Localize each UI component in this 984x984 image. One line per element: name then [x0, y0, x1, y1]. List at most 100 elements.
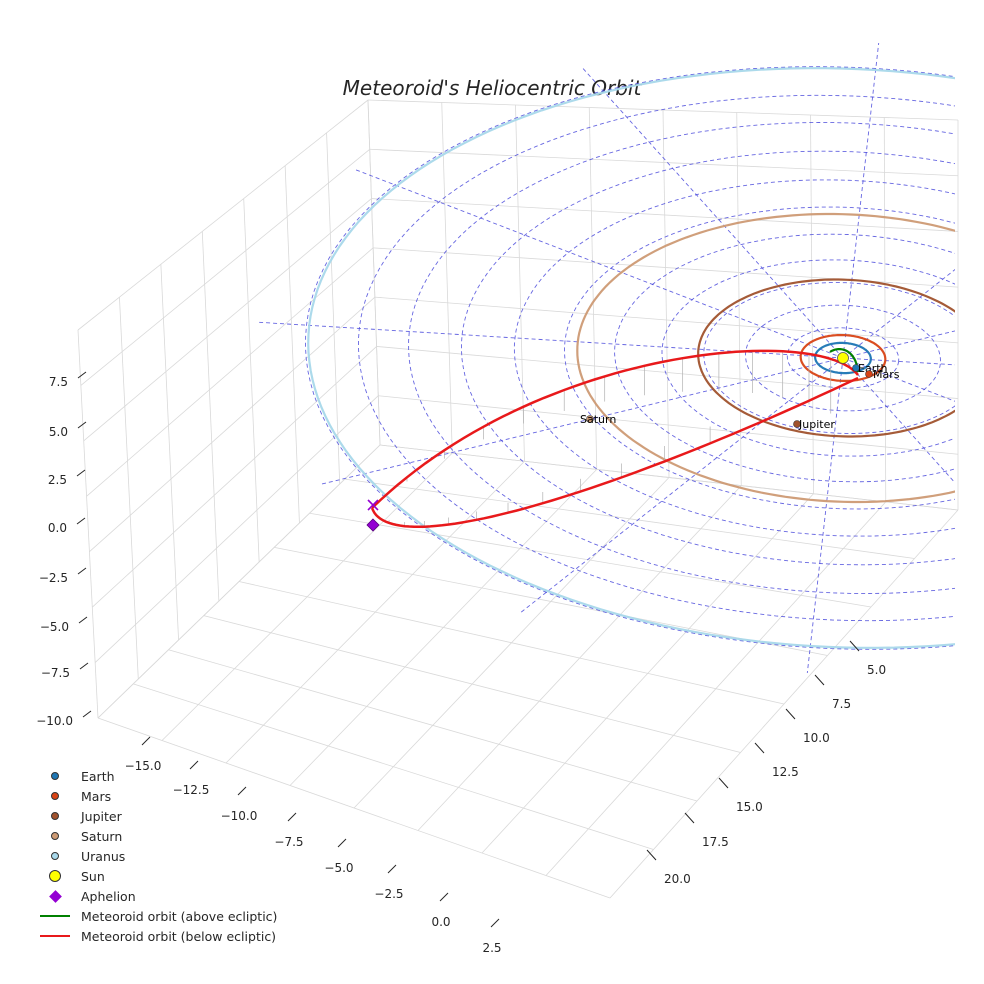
z-tick-mark: [79, 662, 89, 670]
y-tick-mark: [785, 708, 796, 720]
y-tick-label: 10.0: [803, 731, 830, 745]
meteoroid-orbit-above: [829, 348, 860, 373]
legend-label: Sun: [81, 868, 105, 884]
legend-marker: [38, 786, 72, 806]
planet-label-saturn: Saturn: [580, 413, 616, 426]
legend-label: Mars: [81, 788, 112, 804]
y-axis: 5.0 7.5 10.0 12.5 15.0 17.5 20.0: [646, 640, 886, 886]
y-tick-label: 12.5: [772, 765, 799, 779]
legend-label: Aphelion: [81, 888, 136, 904]
z-tick-label: 5.0: [49, 425, 68, 439]
z-tick-mark: [82, 710, 92, 718]
y-tick-mark: [814, 674, 825, 686]
left-pane-gridline: [83, 198, 372, 442]
ecliptic-grid-radial: [842, 42, 880, 359]
legend-marker: [38, 766, 72, 786]
planet-label-mars: Mars: [873, 368, 900, 381]
legend-item: Uranus: [38, 846, 298, 866]
ecliptic-grid-radial: [806, 357, 844, 674]
y-tick-mark: [646, 849, 657, 861]
ecliptic-grid-radial: [319, 357, 844, 486]
legend-swatch: [48, 889, 62, 903]
x-tick-label: −2.5: [374, 887, 403, 901]
back-pane-gridline: [374, 296, 959, 344]
aphelion-marker: [366, 518, 380, 532]
x-tick-mark: [287, 812, 297, 822]
x-tick-mark: [189, 760, 199, 770]
z-tick-label: 7.5: [49, 375, 68, 389]
z-tick-label: 0.0: [48, 521, 67, 535]
legend-marker: [38, 926, 72, 946]
legend-marker: [38, 806, 72, 826]
planet-marker-earth: [852, 364, 860, 372]
legend-label: Earth: [81, 768, 115, 784]
ecliptic-grid-radial: [842, 357, 955, 402]
y-tick-label: 20.0: [664, 872, 691, 886]
ecliptic-grid-circle: [358, 94, 955, 622]
meteoroid-orbit-lower-branch: [370, 376, 859, 529]
orbit-jupiter: [697, 278, 955, 438]
legend-item: Aphelion: [38, 886, 298, 906]
x-tick-mark: [439, 892, 449, 902]
y-tick-label: 15.0: [736, 800, 763, 814]
z-axis: 7.5 5.0 2.5 0.0 −2.5 −5.0 −7.5 −10.0: [36, 371, 92, 728]
back-pane-gridline: [376, 346, 959, 399]
left-pane-gridline: [89, 296, 376, 553]
back-pane-gridline: [367, 99, 959, 121]
z-tick-mark: [76, 469, 86, 477]
y-tick-label: 17.5: [702, 835, 729, 849]
z-tick-label: −2.5: [39, 571, 68, 585]
orbit-mars: [799, 334, 887, 382]
floor-gridline: [344, 478, 915, 559]
x-tick-mark: [337, 838, 347, 848]
aphelion-cross-b: [367, 499, 379, 511]
ecliptic-grid-circle: [408, 122, 955, 594]
meteoroid-orbit: [370, 348, 860, 529]
legend-marker: [38, 846, 72, 866]
left-pane-gridline: [119, 297, 139, 680]
y-tick-label: 5.0: [867, 663, 886, 677]
legend-swatch: [40, 935, 70, 937]
legend-swatch: [51, 772, 59, 780]
x-tick-mark: [141, 736, 151, 746]
legend-marker: [38, 886, 72, 906]
legend-label: Jupiter: [81, 808, 122, 824]
x-tick-label: −10.0: [221, 809, 258, 823]
back-pane-gridline: [662, 109, 670, 478]
floor-gridline: [238, 581, 785, 705]
legend-item: Jupiter: [38, 806, 298, 826]
x-tick-mark: [237, 786, 247, 796]
ecliptic-grid-radial: [581, 67, 844, 359]
x-tick-label: −15.0: [125, 759, 162, 773]
ecliptic-grid-circle: [614, 233, 955, 483]
z-tick-mark: [76, 517, 86, 525]
ecliptic-grid-circle: [703, 282, 955, 434]
left-pane-gridline: [80, 148, 370, 386]
y-tick-mark: [849, 640, 860, 652]
floor-gridline: [97, 717, 611, 899]
left-pane-gridline: [201, 231, 220, 602]
chart-title: Meteoroid's Heliocentric Orbit: [343, 76, 643, 100]
planet-label-jupiter: Jupiter: [798, 418, 835, 431]
legend-swatch: [49, 870, 61, 882]
z-tick-mark: [77, 567, 87, 575]
x-tick-label: −5.0: [324, 861, 353, 875]
planet-marker-jupiter: [793, 420, 801, 428]
legend-item: Mars: [38, 786, 298, 806]
ecliptic-grid-radial: [259, 321, 844, 359]
left-pane-gridline: [86, 247, 374, 497]
floor-gridline: [203, 615, 741, 753]
x-tick-label: −12.5: [173, 783, 210, 797]
legend-marker: [38, 906, 72, 926]
legend-swatch: [51, 792, 59, 800]
floor-gridline: [133, 683, 654, 850]
orbit-uranus: [307, 67, 955, 649]
back-pane-gridline: [736, 112, 742, 486]
x-tick-label: 2.5: [482, 941, 501, 955]
legend-item: Earth: [38, 766, 298, 786]
legend-item: Saturn: [38, 826, 298, 846]
z-tick-label: −10.0: [36, 714, 73, 728]
planet-orbits: [307, 67, 955, 649]
floor-gridline: [168, 649, 698, 802]
